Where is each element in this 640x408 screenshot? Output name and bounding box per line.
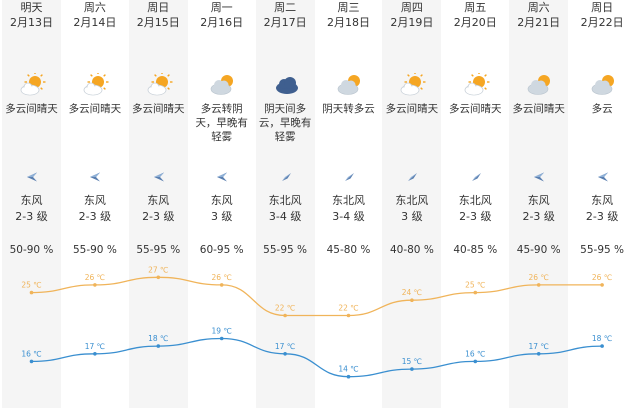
wind-level: 2-3 级	[522, 210, 555, 223]
date-label: 2月18日	[327, 16, 370, 29]
humidity-range: 55-95 %	[136, 244, 181, 256]
wind-level: 2-3 级	[585, 210, 619, 223]
wind-direction-icon	[217, 172, 228, 182]
wind-level: 2-3 级	[15, 210, 48, 223]
forecast-day-column-5: 周二 2月17日 阴天间多云，早晚有轻雾 东北风 3-4 级 55-95 %	[255, 0, 315, 408]
day-name: 周五	[464, 1, 487, 14]
forecast-day-column-3: 周日 2月15日 多云间晴天 东风 2-3 级 55-95 %	[128, 0, 188, 408]
cloudy-sun-icon	[209, 73, 237, 97]
weather-description: 多云间晴天	[449, 103, 502, 115]
day-name: 周三	[337, 1, 360, 14]
weather-description: 多云转阴天，早晚有轻雾	[195, 103, 248, 143]
weather-description: 多云间晴天	[5, 103, 58, 115]
wind-direction: 东北风	[395, 194, 429, 207]
wind-direction-icon	[471, 173, 481, 181]
wind-direction-icon	[27, 172, 37, 182]
wind-level: 3 级	[401, 210, 423, 223]
wind-direction: 东风	[210, 194, 233, 207]
partly-sunny-icon	[82, 71, 110, 97]
date-label: 2月14日	[73, 16, 117, 29]
humidity-range: 45-80 %	[326, 244, 371, 256]
forecast-day-column-6: 周三 2月18日 阴天转多云 东北风 3-4 级 45-80 %	[319, 0, 378, 408]
forecast-day-column-9: 周六 2月21日 多云间晴天 东风 2-3 级 45-90 %	[509, 0, 569, 408]
wind-direction-icon	[153, 172, 164, 182]
wind-direction: 东北风	[332, 194, 365, 207]
humidity-range: 50-90 %	[9, 244, 54, 256]
day-name: 周四	[400, 1, 423, 14]
date-label: 2月20日	[453, 16, 497, 29]
cloudy-sun-icon	[590, 73, 618, 97]
humidity-range: 55-95 %	[263, 244, 307, 256]
date-label: 2月15日	[136, 16, 180, 29]
wind-direction: 东风	[83, 194, 106, 207]
weather-description: 多云间晴天	[512, 103, 565, 115]
weather-description: 阴天间多云，早晚有轻雾	[258, 103, 312, 143]
cloudy-sun-icon	[526, 73, 554, 97]
humidity-range: 55-90 %	[72, 244, 117, 256]
forecast-day-column-7: 周四 2月19日 多云间晴天 东北风 3 级 40-80 %	[382, 0, 442, 408]
wind-level: 2-3 级	[142, 210, 175, 223]
wind-level: 3 级	[210, 210, 233, 223]
wind-direction: 东北风	[268, 194, 302, 207]
date-label: 2月17日	[263, 16, 307, 29]
humidity-range: 45-90 %	[516, 244, 561, 256]
partly-sunny-icon	[19, 71, 47, 97]
day-name: 周日	[147, 1, 170, 14]
humidity-range: 40-85 %	[453, 244, 498, 256]
humidity-range: 40-80 %	[389, 244, 434, 256]
wind-level: 3-4 级	[332, 210, 365, 223]
day-name: 周六	[83, 1, 106, 14]
day-name: 周一	[210, 1, 233, 14]
wind-direction-icon	[345, 173, 354, 181]
day-name: 周六	[527, 1, 550, 14]
weather-description: 多云间晴天	[68, 103, 122, 115]
wind-direction: 东风	[20, 194, 43, 207]
day-name: 周日	[591, 1, 614, 14]
wind-direction-icon	[408, 173, 418, 181]
forecast-day-column-10: 周日 2月22日 多云 东风 2-3 级 55-95 %	[572, 0, 632, 408]
wind-direction-icon	[534, 172, 545, 182]
weather-description: 多云	[591, 103, 613, 115]
humidity-range: 60-95 %	[199, 244, 244, 256]
cloudy-sun-icon	[336, 73, 364, 97]
wind-direction-icon	[597, 172, 608, 182]
forecast-day-column-8: 周五 2月20日 多云间晴天 东北风 2-3 级 40-85 %	[445, 0, 505, 408]
partly-sunny-icon	[463, 71, 491, 97]
weather-description: 阴天转多云	[322, 103, 375, 115]
date-label: 2月16日	[200, 16, 244, 29]
date-label: 2月21日	[517, 16, 561, 29]
wind-direction: 东风	[527, 194, 550, 207]
wind-direction: 东风	[147, 194, 170, 207]
weather-description: 多云间晴天	[132, 103, 185, 115]
wind-level: 2-3 级	[78, 210, 112, 223]
forecast-day-column-4: 周一 2月16日 多云转阴天，早晚有轻雾 东风 3 级 60-95 %	[192, 0, 252, 408]
wind-direction-icon	[281, 173, 291, 181]
day-name: 周二	[274, 1, 297, 14]
date-label: 2月19日	[390, 16, 434, 29]
forecast-day-column-2: 周六 2月14日 多云间晴天 东风 2-3 级 55-90 %	[65, 0, 125, 408]
date-label: 2月22日	[580, 16, 624, 29]
partly-sunny-icon	[399, 71, 427, 97]
wind-level: 3-4 级	[268, 210, 302, 223]
wind-direction: 东风	[591, 194, 614, 207]
overcast-icon	[273, 73, 301, 97]
wind-direction-icon	[90, 172, 101, 182]
forecast-day-column-1: 明天 2月13日 多云间晴天 东风 2-3 级 50-90 %	[2, 0, 61, 408]
humidity-range: 55-95 %	[580, 244, 624, 256]
partly-sunny-icon	[146, 71, 174, 97]
wind-level: 2-3 级	[459, 210, 492, 223]
wind-direction: 东北风	[458, 194, 492, 207]
weather-description: 多云间晴天	[385, 103, 439, 115]
date-label: 2月13日	[10, 16, 53, 29]
day-name: 明天	[20, 1, 43, 14]
